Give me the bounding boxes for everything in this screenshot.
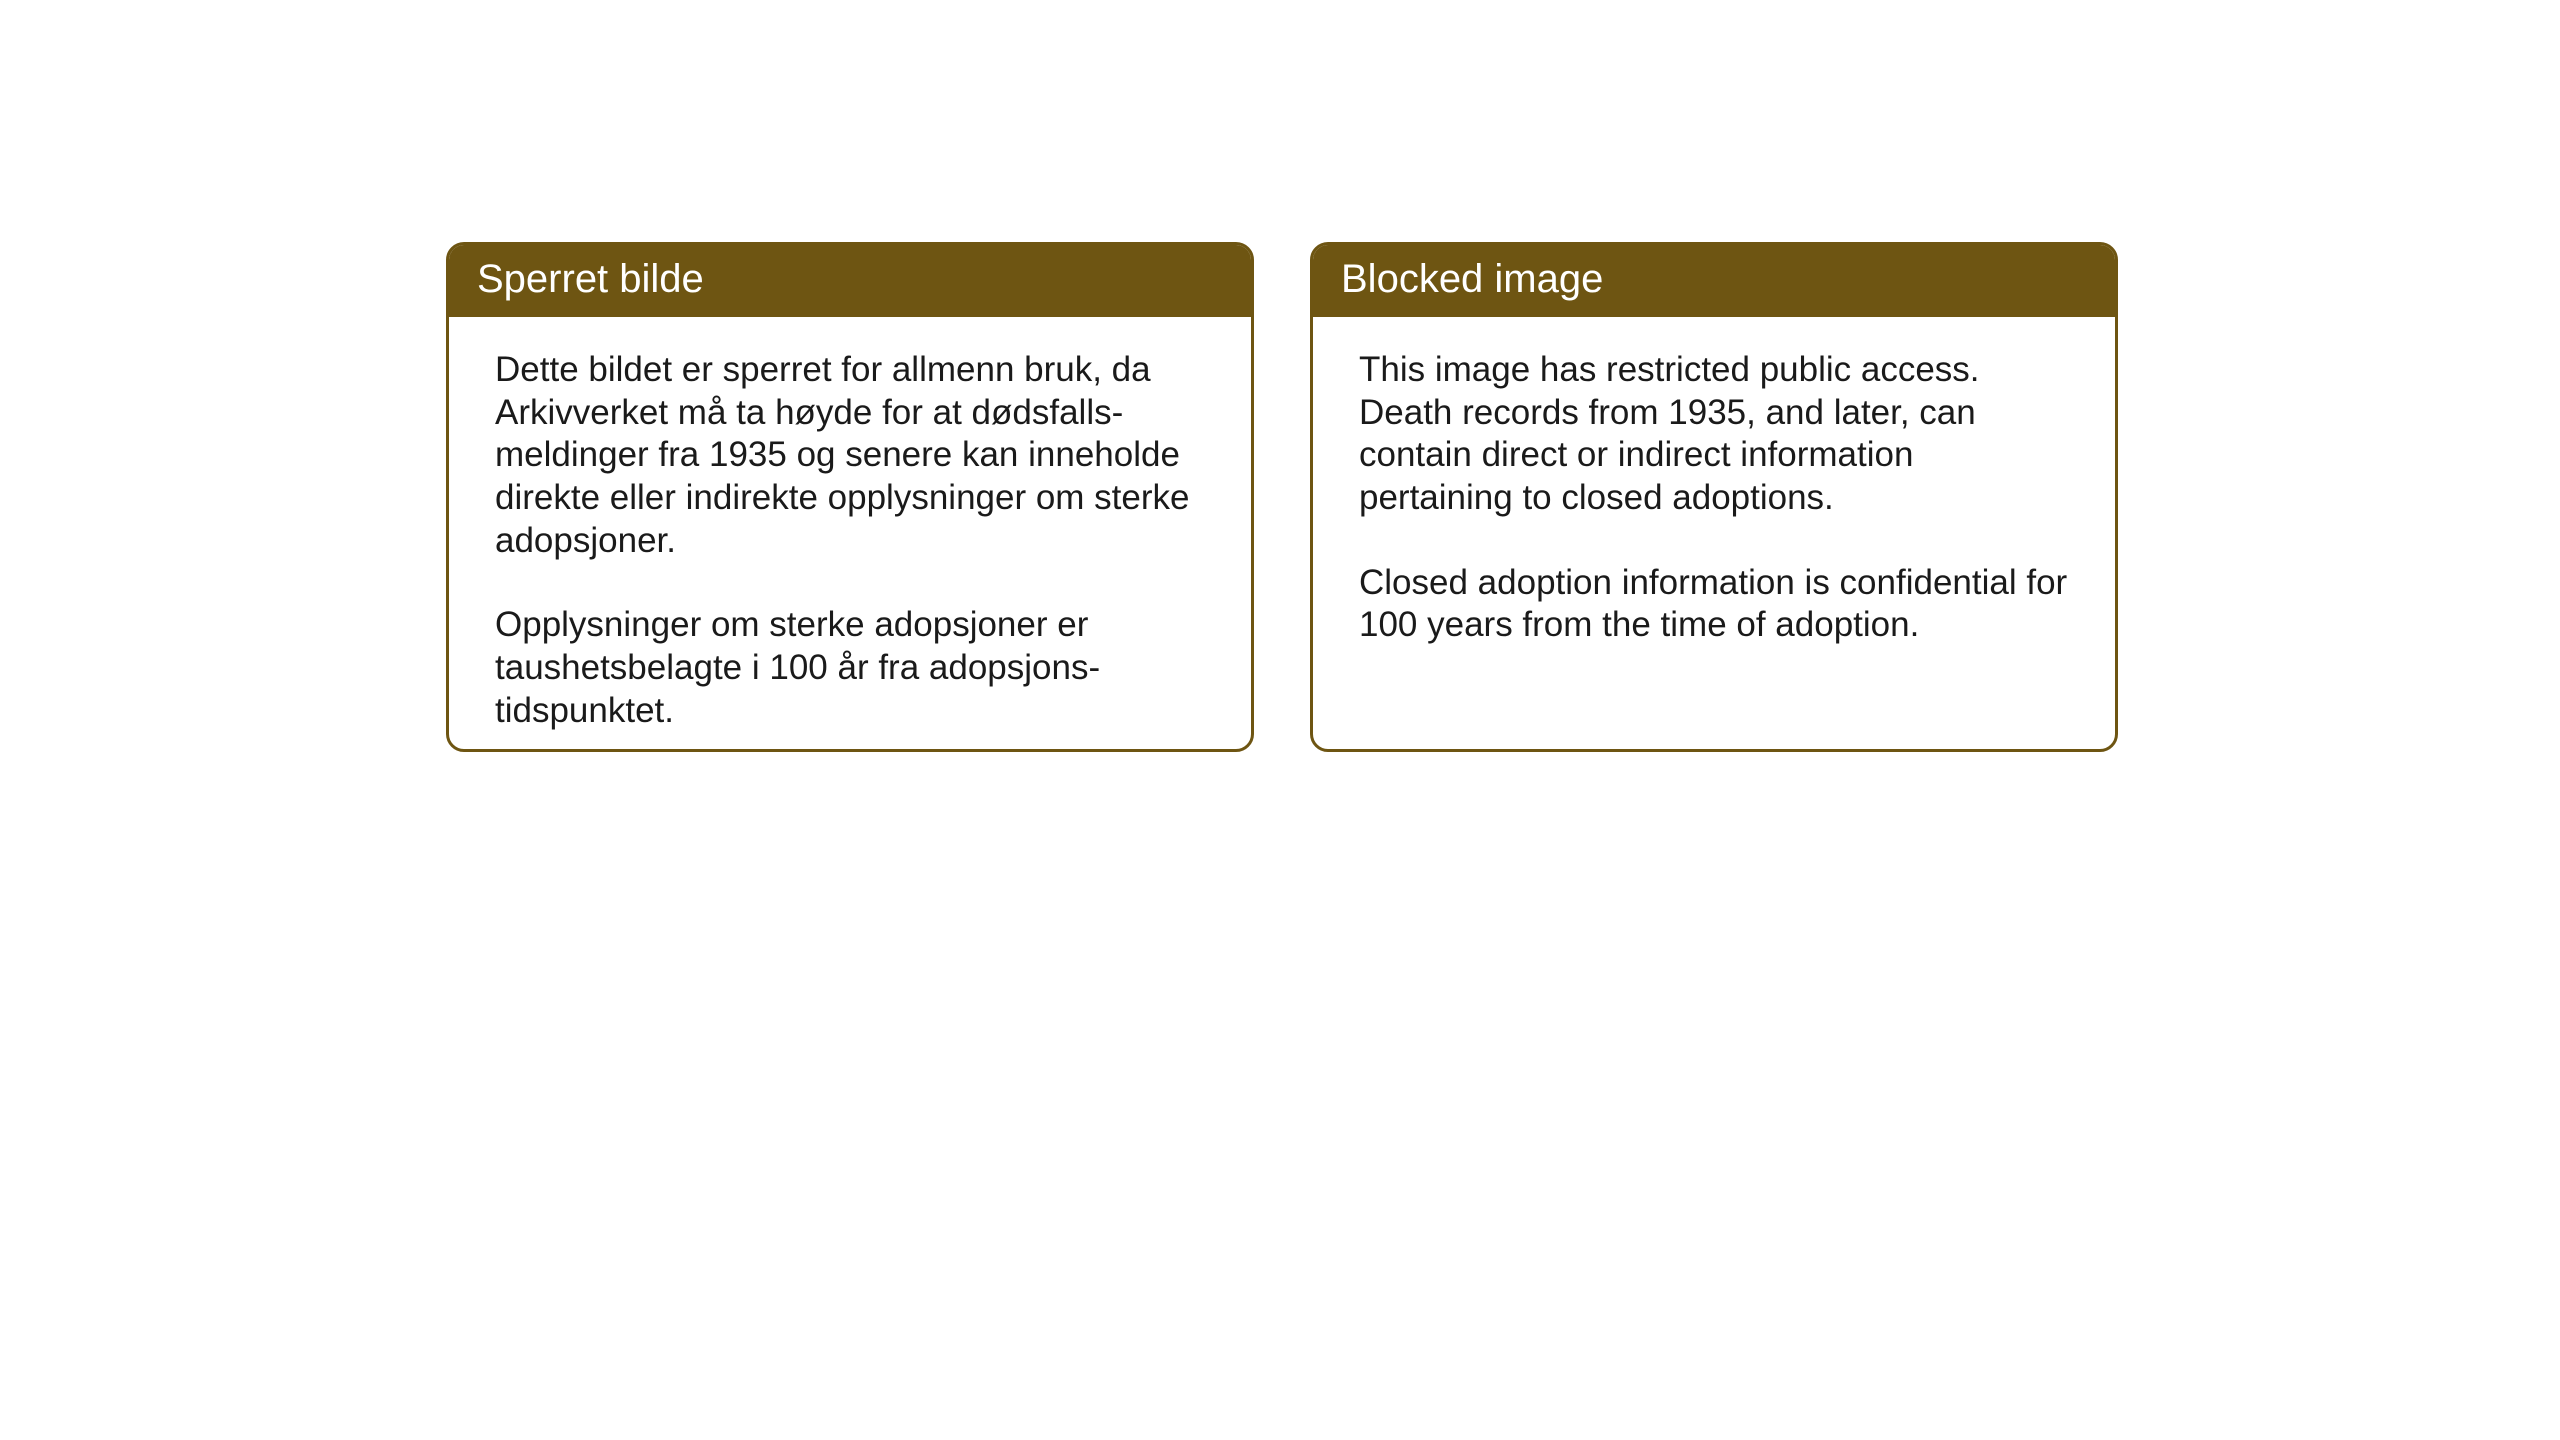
- notice-header-norwegian: Sperret bilde: [449, 245, 1251, 317]
- notice-paragraph2-english: Closed adoption information is confident…: [1359, 562, 2073, 647]
- notice-title-norwegian: Sperret bilde: [477, 257, 704, 301]
- notice-body-norwegian: Dette bildet er sperret for allmenn bruk…: [449, 317, 1251, 752]
- notice-header-english: Blocked image: [1313, 245, 2115, 317]
- notice-card-norwegian: Sperret bilde Dette bildet er sperret fo…: [446, 242, 1254, 752]
- notice-card-english: Blocked image This image has restricted …: [1310, 242, 2118, 752]
- notice-body-english: This image has restricted public access.…: [1313, 317, 2115, 679]
- notice-title-english: Blocked image: [1341, 257, 1603, 301]
- notice-paragraph1-english: This image has restricted public access.…: [1359, 349, 2073, 520]
- notice-paragraph1-norwegian: Dette bildet er sperret for allmenn bruk…: [495, 349, 1209, 562]
- notice-container: Sperret bilde Dette bildet er sperret fo…: [446, 242, 2118, 752]
- notice-paragraph2-norwegian: Opplysninger om sterke adopsjoner er tau…: [495, 604, 1209, 732]
